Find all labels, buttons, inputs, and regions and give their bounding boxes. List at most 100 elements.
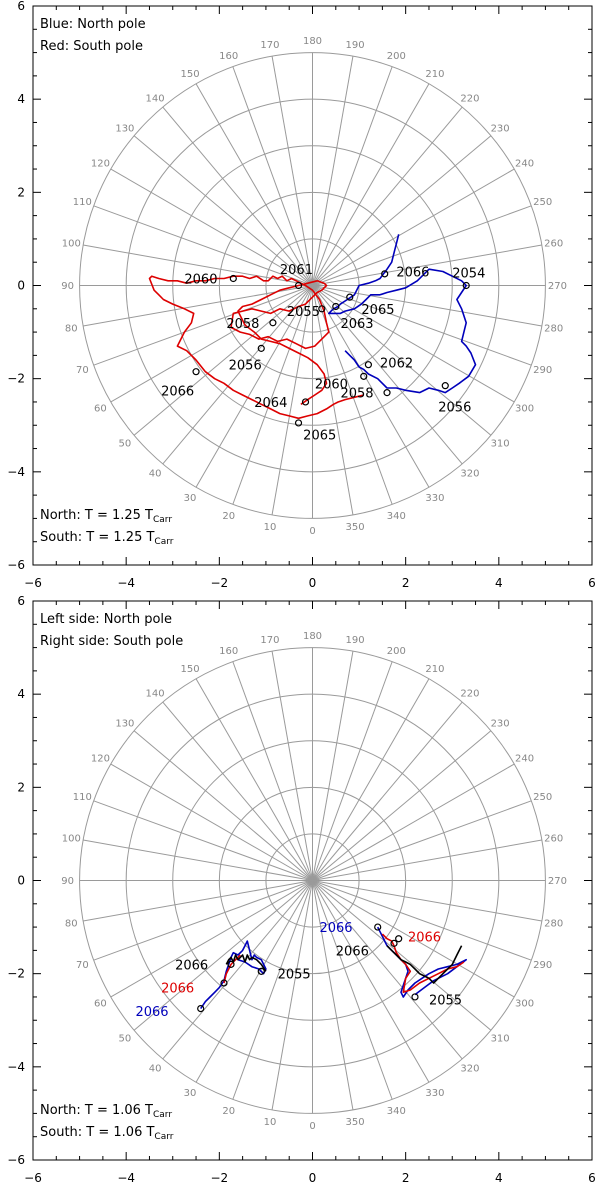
grid-spoke-140 — [162, 701, 313, 881]
grid-spoke-40 — [162, 285, 313, 465]
y-tick-label: −2 — [7, 967, 25, 981]
grid-spoke-60 — [110, 285, 313, 403]
angle-label-70: 70 — [76, 960, 89, 971]
label-2056: 2056 — [229, 359, 262, 374]
y-tick-label: −6 — [7, 558, 25, 572]
angle-label-330: 330 — [425, 1088, 444, 1099]
grid-spoke-160 — [232, 661, 313, 881]
grid-spoke-130 — [133, 730, 313, 881]
marker-2056 — [441, 382, 449, 390]
angle-label-150: 150 — [180, 664, 199, 675]
period-label-main: North: T = 1.25 T — [40, 508, 153, 523]
label-2060: 2060 — [184, 273, 217, 288]
x-tick-label: 0 — [309, 1171, 317, 1185]
label-2066: 2066 — [396, 266, 429, 281]
marker-2058 — [383, 389, 391, 397]
label-2062: 2062 — [380, 356, 413, 371]
x-tick-label: −6 — [24, 576, 42, 590]
angle-label-280: 280 — [544, 324, 563, 335]
series-line-south-pole-black- — [386, 945, 463, 984]
grid-spoke-220 — [312, 701, 463, 881]
grid-spoke-320 — [312, 880, 463, 1060]
y-tick-label: 0 — [17, 874, 25, 888]
angle-label-350: 350 — [345, 522, 364, 533]
angle-label-110: 110 — [73, 792, 92, 803]
angle-label-170: 170 — [260, 635, 279, 646]
grid-spoke-110 — [93, 205, 313, 286]
marker-2065 — [346, 293, 354, 301]
grid-spoke-150 — [195, 83, 313, 286]
grid-spoke-100 — [83, 244, 313, 286]
polar-plot-north-south-t125: 0102030405060708090100110120130140150160… — [7, 0, 596, 590]
marker-2060 — [229, 274, 237, 283]
period-label-main: South: T = 1.25 T — [40, 530, 154, 545]
angle-label-230: 230 — [491, 719, 510, 730]
legend-entry: Right side: South pole — [40, 634, 183, 649]
angle-label-280: 280 — [544, 919, 563, 930]
angle-label-260: 260 — [544, 238, 563, 249]
label-2054: 2054 — [452, 266, 485, 281]
angle-label-210: 210 — [425, 69, 444, 80]
angle-label-340: 340 — [387, 1106, 406, 1117]
angle-label-220: 220 — [460, 93, 479, 104]
angle-label-210: 210 — [425, 664, 444, 675]
legend-entry: Blue: North pole — [40, 17, 146, 32]
angle-label-0: 0 — [309, 526, 315, 537]
angle-label-30: 30 — [184, 493, 197, 504]
angle-label-80: 80 — [65, 324, 78, 335]
x-tick-label: 4 — [495, 576, 503, 590]
grid-spoke-350 — [312, 880, 354, 1110]
angle-label-250: 250 — [533, 792, 552, 803]
marker-2066 — [381, 270, 389, 278]
x-tick-label: −2 — [210, 1171, 228, 1185]
x-tick-label: 4 — [495, 1171, 503, 1185]
grid-spoke-50 — [133, 285, 313, 436]
marker-2064 — [301, 398, 310, 406]
label-2058: 2058 — [340, 387, 373, 402]
angle-label-160: 160 — [219, 646, 238, 657]
grid-spoke-310 — [312, 285, 492, 436]
series-line-south-pole-red- — [381, 933, 465, 994]
period-label-main: South: T = 1.06 T — [40, 1125, 154, 1140]
x-tick-label: 6 — [588, 1171, 596, 1185]
grid-spoke-170 — [271, 56, 313, 286]
grid-spoke-340 — [312, 880, 393, 1100]
label-2066: 2066 — [336, 944, 369, 959]
grid-spoke-120 — [110, 168, 313, 286]
angle-label-90: 90 — [61, 876, 74, 887]
angle-label-270: 270 — [548, 876, 567, 887]
grid-spoke-260 — [312, 244, 542, 286]
y-tick-label: 0 — [17, 279, 25, 293]
x-tick-label: 6 — [588, 576, 596, 590]
period-label: North: T = 1.06 TCarr — [40, 1103, 172, 1120]
angle-label-140: 140 — [146, 688, 165, 699]
legend-entry: Red: South pole — [40, 39, 143, 54]
grid-spoke-10 — [271, 285, 313, 515]
marker-2055 — [318, 305, 326, 313]
angle-label-180: 180 — [303, 631, 322, 642]
angle-label-290: 290 — [533, 960, 552, 971]
grid-spoke-290 — [312, 880, 532, 961]
marker-2066 — [197, 1005, 205, 1013]
angle-label-320: 320 — [460, 469, 479, 480]
angle-label-40: 40 — [149, 469, 162, 480]
grid-spoke-230 — [312, 135, 492, 286]
angle-label-200: 200 — [387, 646, 406, 657]
angle-label-260: 260 — [544, 833, 563, 844]
grid-spoke-280 — [312, 285, 542, 327]
grid-spoke-70 — [93, 880, 313, 961]
grid-spoke-250 — [312, 800, 532, 881]
marker-2055 — [411, 993, 419, 1001]
marker-2066 — [390, 939, 398, 947]
marker-2061 — [294, 281, 303, 290]
grid-spoke-190 — [312, 56, 354, 286]
y-tick-label: −4 — [7, 1060, 25, 1074]
period-label: South: T = 1.06 TCarr — [40, 1125, 174, 1142]
angle-label-120: 120 — [91, 754, 110, 765]
grid-spoke-70 — [93, 285, 313, 366]
angle-label-240: 240 — [515, 159, 534, 170]
angle-label-170: 170 — [260, 40, 279, 51]
label-2064: 2064 — [254, 396, 287, 411]
grid-spoke-320 — [312, 285, 463, 465]
y-tick-label: 4 — [17, 92, 25, 106]
